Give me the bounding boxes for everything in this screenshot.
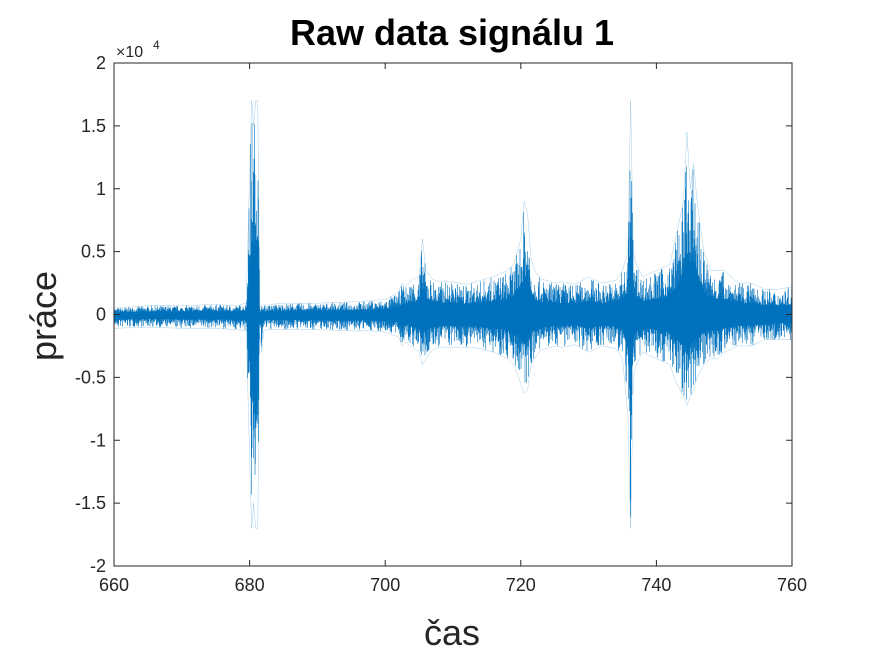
y-tick-label: -2 bbox=[90, 556, 106, 576]
y-tick-label: 1.5 bbox=[81, 116, 106, 136]
y-tick-label: 2 bbox=[96, 53, 106, 73]
y-tick-label: -0.5 bbox=[75, 367, 106, 387]
y-tick-label: -1 bbox=[90, 430, 106, 450]
x-tick-label: 660 bbox=[99, 575, 129, 595]
x-tick-label: 760 bbox=[777, 575, 807, 595]
x-tick-label: 700 bbox=[370, 575, 400, 595]
y-tick-label: 0 bbox=[96, 305, 106, 325]
x-axis-ticks: 660 680 700 720 740 760 bbox=[99, 63, 807, 595]
y-tick-label: 1 bbox=[96, 179, 106, 199]
y-exponent-base: ×10 bbox=[116, 44, 143, 61]
y-axis-label: práce bbox=[23, 271, 64, 361]
y-tick-label: -1.5 bbox=[75, 493, 106, 513]
series-envelope-high bbox=[113, 100, 793, 309]
chart-title: Raw data signálu 1 bbox=[290, 12, 614, 53]
x-axis-label: čas bbox=[424, 612, 480, 653]
y-tick-label: 0.5 bbox=[81, 242, 106, 262]
y-exponent-power: 4 bbox=[153, 38, 160, 52]
series-envelope-low bbox=[113, 326, 792, 529]
x-tick-label: 740 bbox=[641, 575, 671, 595]
y-axis-ticks: -2 -1.5 -1 -0.5 0 0.5 1 1.5 2 bbox=[75, 53, 792, 576]
x-tick-label: 720 bbox=[506, 575, 536, 595]
x-tick-label: 680 bbox=[235, 575, 265, 595]
